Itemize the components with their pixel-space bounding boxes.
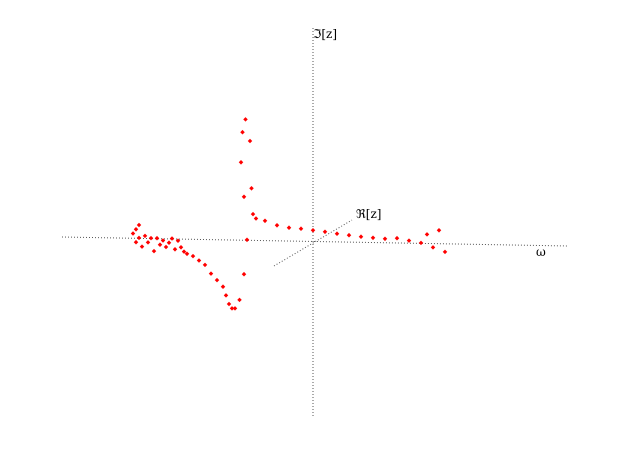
data-point — [238, 160, 244, 165]
data-point — [226, 301, 232, 307]
data-point — [136, 235, 142, 241]
data-point — [157, 242, 163, 247]
z-axis-label: ℑ[z] — [313, 27, 337, 41]
data-point — [214, 277, 220, 283]
data-point — [145, 240, 151, 245]
data-point — [424, 232, 430, 237]
data-point — [253, 216, 259, 221]
data-point — [172, 247, 178, 252]
data-point — [244, 237, 250, 243]
data-point — [163, 244, 169, 250]
data-point — [298, 226, 304, 231]
data-point — [358, 234, 364, 239]
x-axis-label: ω — [536, 245, 546, 259]
data-point — [220, 284, 226, 289]
data-point — [237, 297, 242, 303]
data-point — [370, 235, 376, 241]
data-point — [130, 231, 136, 236]
data-point — [247, 138, 253, 144]
data-point — [418, 240, 424, 246]
axes — [61, 28, 569, 416]
data-point — [250, 211, 256, 217]
y-axis-label: ℜ[z] — [356, 207, 381, 221]
data-point — [196, 258, 202, 263]
x-axis-line — [61, 236, 569, 247]
data-point — [232, 306, 238, 311]
data-point — [202, 262, 208, 268]
data-point — [241, 271, 247, 277]
data-point — [133, 227, 139, 232]
axis-labels: ℑ[z] ℜ[z] ω — [313, 27, 546, 259]
data-point — [286, 225, 292, 230]
data-point — [136, 222, 142, 228]
data-point — [334, 231, 340, 236]
data-point — [229, 306, 235, 311]
scatter-points — [130, 117, 448, 311]
data-point — [240, 129, 245, 135]
data-point — [223, 293, 229, 298]
data-point — [190, 253, 196, 259]
data-point — [382, 236, 388, 242]
data-point — [442, 249, 448, 255]
data-point — [166, 240, 172, 245]
data-point — [262, 218, 268, 224]
data-point — [394, 235, 400, 241]
data-point — [430, 245, 436, 250]
data-point — [322, 229, 328, 235]
data-point — [310, 228, 316, 233]
data-point — [274, 223, 280, 228]
data-point — [154, 235, 160, 241]
data-point — [178, 245, 184, 250]
data-point — [148, 235, 154, 241]
data-point — [406, 238, 412, 243]
data-point — [346, 232, 352, 238]
data-point — [133, 239, 139, 245]
data-point — [139, 244, 145, 249]
data-point — [151, 248, 157, 254]
data-point — [208, 271, 214, 276]
data-point — [243, 117, 248, 122]
data-point — [436, 228, 442, 233]
data-point — [169, 236, 175, 241]
y-axis-line — [273, 219, 353, 267]
data-point — [241, 194, 247, 200]
data-point — [142, 233, 148, 239]
data-point — [249, 186, 254, 191]
